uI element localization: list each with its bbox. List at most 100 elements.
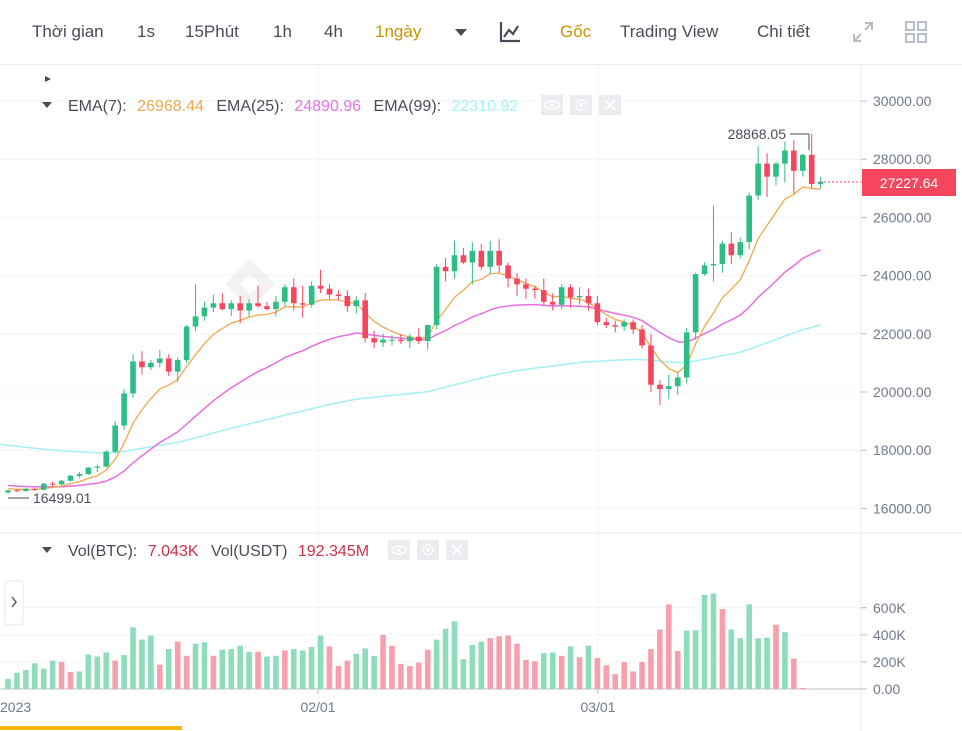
fullscreen-icon[interactable] (851, 20, 875, 44)
candle-body (505, 265, 511, 279)
volume-bar (469, 644, 476, 689)
volume-bar (791, 658, 797, 689)
ema-close-icon[interactable] (599, 95, 621, 115)
interval-1d[interactable]: 1ngày (375, 22, 422, 41)
view-original[interactable]: Gốc (560, 22, 592, 41)
vol-settings-icon[interactable] (417, 540, 439, 560)
price-axis: 30000.00 28000.00 26000.00 24000.00 22000.00… (861, 93, 932, 516)
volume-bar (157, 664, 163, 689)
candle-body (94, 466, 101, 468)
volume-bar (666, 604, 672, 689)
volume-bar (308, 647, 315, 689)
candle-body (424, 325, 431, 342)
volume-bar (487, 638, 494, 689)
candle-body (326, 288, 333, 295)
current-price-tag: 27227.64 (820, 169, 956, 196)
volume-bar (299, 650, 306, 689)
candle-body (165, 358, 172, 372)
volume-bar (23, 670, 29, 689)
chart-area[interactable]: 30000.00 28000.00 26000.00 24000.00 22000.00… (0, 64, 962, 731)
price-tick-label: 18000.00 (873, 442, 932, 458)
candle-body (764, 163, 770, 177)
volume-bar (201, 642, 208, 689)
vol-tick-label: 200K (873, 654, 906, 670)
candle-body (121, 393, 127, 426)
volume-bar (460, 659, 467, 689)
candle-body (523, 284, 529, 289)
volume-bar (264, 656, 270, 689)
volume-bar (630, 671, 636, 689)
candle-body (415, 336, 422, 342)
candle-body (612, 325, 619, 327)
volume-bars[interactable] (5, 593, 806, 689)
volume-axis: 600K 400K 200K 0.00 (861, 600, 906, 697)
candle-body (362, 300, 368, 339)
volume-bar (398, 663, 404, 689)
vol-tick-label: 0.00 (873, 681, 900, 697)
interval-15m[interactable]: 15Phút (185, 22, 239, 41)
vol-close-icon[interactable] (446, 540, 468, 560)
candle-body (237, 303, 243, 311)
volume-bar (782, 632, 788, 689)
volume-bar (130, 627, 136, 689)
candle-body (621, 322, 627, 327)
volume-bar (532, 661, 538, 689)
vol-usdt-value: 192.345M (298, 543, 369, 560)
candle-body (398, 339, 404, 342)
volume-bar (219, 649, 226, 689)
collapse-arrow-icon[interactable] (45, 76, 51, 82)
volume-bar (371, 655, 377, 689)
view-tradingview[interactable]: Trading View (620, 22, 719, 41)
candle-body (808, 154, 815, 184)
candle-body (487, 250, 494, 267)
volume-bar (362, 648, 368, 689)
side-panel-expand-button[interactable] (4, 580, 24, 626)
high-marker: 28868.05 (728, 126, 810, 150)
candle-body (31, 488, 38, 490)
volume-bar (594, 657, 601, 689)
volume-bar (76, 671, 83, 689)
volume-bar (67, 672, 74, 689)
volume-bar (85, 654, 92, 689)
candle-body (496, 250, 502, 266)
candle-body (469, 250, 476, 263)
volume-bar (433, 639, 440, 689)
volume-bar (389, 645, 395, 689)
legend-toggle-icon[interactable] (42, 102, 52, 108)
chevron-right-icon[interactable] (11, 596, 17, 608)
candle-body (630, 322, 636, 330)
volume-bar (210, 655, 217, 689)
volume-bar (478, 641, 485, 689)
view-depth[interactable]: Chi tiết (757, 22, 810, 41)
candle-body (299, 303, 306, 305)
volume-bar (799, 687, 806, 689)
candle-body (192, 316, 199, 327)
ema7-label: EMA(7): (68, 98, 127, 115)
interval-dropdown-icon[interactable] (454, 28, 468, 38)
interval-1s[interactable]: 1s (137, 22, 155, 41)
candle-body (5, 490, 11, 493)
candlesticks[interactable] (5, 133, 824, 494)
candle-body (541, 290, 547, 302)
vol-eye-icon[interactable] (388, 540, 410, 560)
layout-grid-icon[interactable] (905, 21, 929, 45)
vol-legend-toggle-icon[interactable] (42, 547, 52, 553)
low-marker: 16499.01 (8, 490, 92, 506)
time-label: Thời gian (32, 22, 104, 41)
candle-body (67, 475, 74, 481)
price-tick-label: 30000.00 (873, 93, 932, 109)
volume-bar (49, 660, 56, 689)
candle-body (817, 181, 824, 184)
ema7-line (7, 186, 821, 491)
volume-bar (657, 629, 663, 689)
ema-settings-icon[interactable] (570, 95, 592, 115)
vol-legend: Vol(BTC): 7.043K Vol(USDT) 192.345M (68, 543, 369, 560)
candle-body (174, 359, 181, 372)
vol-tick-label: 600K (873, 600, 906, 616)
interval-1h[interactable]: 1h (273, 22, 292, 41)
ema-eye-icon[interactable] (541, 95, 563, 115)
interval-4h[interactable]: 4h (324, 22, 343, 41)
scroll-indicator[interactable] (0, 726, 182, 730)
candle-body (183, 326, 190, 360)
indicator-icon[interactable] (498, 20, 522, 44)
